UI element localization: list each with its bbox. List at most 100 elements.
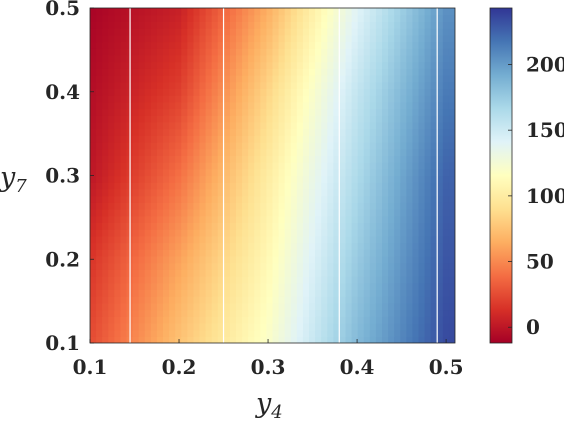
heatmap-cell	[278, 34, 286, 43]
heatmap-cell	[132, 128, 140, 136]
heatmap-cell	[290, 75, 298, 83]
heatmap-cell	[114, 182, 122, 190]
heatmap-cell	[388, 255, 395, 264]
heatmap-cell	[315, 115, 322, 123]
y-tick-label: 0.1	[45, 331, 80, 355]
heatmap-cell	[163, 61, 170, 69]
heatmap-cell	[132, 188, 140, 197]
heatmap-cell	[339, 68, 347, 76]
heatmap-cell	[345, 148, 353, 156]
heatmap-cell	[321, 235, 328, 244]
heatmap-cell	[345, 88, 353, 96]
heatmap-cell	[394, 309, 401, 317]
heatmap-cell	[199, 329, 207, 337]
heatmap-cell	[290, 21, 298, 29]
heatmap-cell	[382, 28, 389, 36]
heatmap-cell	[394, 8, 401, 16]
heatmap-cell	[150, 202, 158, 210]
heatmap-cell	[302, 101, 310, 110]
heatmap-cell	[388, 195, 395, 203]
heatmap-cell	[327, 75, 334, 83]
heatmap-cell	[351, 135, 359, 143]
heatmap-cell	[102, 209, 109, 217]
heatmap-cell	[242, 155, 249, 163]
heatmap-cell	[351, 182, 359, 190]
heatmap-cell	[260, 148, 268, 156]
heatmap-cell	[248, 108, 255, 116]
heatmap-cell	[248, 128, 255, 136]
heatmap-cell	[309, 115, 316, 123]
heatmap-cell	[175, 108, 182, 116]
heatmap-cell	[175, 175, 182, 183]
heatmap-cell	[108, 142, 115, 150]
heatmap-cell	[394, 302, 401, 311]
heatmap-cell	[315, 41, 322, 49]
heatmap-cell	[211, 155, 219, 163]
heatmap-cell	[382, 269, 389, 277]
heatmap-cell	[315, 309, 322, 317]
heatmap-cell	[448, 108, 455, 116]
heatmap-cell	[406, 175, 414, 183]
heatmap-cell	[90, 269, 97, 277]
heatmap-cell	[351, 54, 359, 63]
heatmap-cell	[144, 108, 152, 116]
heatmap-cell	[345, 135, 353, 143]
heatmap-cell	[309, 222, 316, 230]
heatmap-cell	[229, 168, 237, 177]
heatmap-cell	[418, 309, 426, 317]
heatmap-cell	[169, 115, 176, 123]
heatmap-cell	[144, 81, 152, 89]
heatmap-cell	[236, 269, 243, 277]
heatmap-cell	[357, 101, 365, 110]
heatmap-cell	[436, 242, 444, 250]
heatmap-cell	[309, 108, 316, 116]
heatmap-cell	[120, 215, 128, 223]
heatmap-cell	[302, 175, 310, 183]
heatmap-cell	[169, 68, 176, 76]
heatmap-cell	[169, 21, 176, 29]
heatmap-cell	[357, 202, 365, 210]
heatmap-cell	[442, 302, 450, 311]
heatmap-cell	[193, 222, 201, 230]
heatmap-cell	[315, 21, 322, 29]
heatmap-cell	[223, 296, 231, 304]
heatmap-cell	[254, 235, 261, 244]
heatmap-cell	[357, 162, 365, 170]
heatmap-cell	[412, 262, 420, 270]
heatmap-cell	[260, 282, 268, 290]
heatmap-cell	[199, 108, 207, 116]
heatmap-cell	[296, 322, 304, 331]
heatmap-cell	[181, 121, 188, 130]
heatmap-cell	[278, 21, 286, 29]
heatmap-cell	[229, 155, 237, 163]
heatmap-cell	[400, 115, 407, 123]
heatmap-cell	[302, 322, 310, 331]
heatmap-cell	[309, 262, 316, 270]
heatmap-cell	[266, 8, 274, 16]
heatmap-cell	[315, 61, 322, 69]
heatmap-cell	[120, 242, 128, 250]
heatmap-cell	[199, 88, 207, 96]
heatmap-cell	[369, 209, 377, 217]
heatmap-cell	[223, 8, 231, 16]
heatmap-cell	[418, 229, 426, 237]
heatmap-cell	[236, 222, 243, 230]
heatmap-cell	[369, 162, 377, 170]
heatmap-cell	[448, 8, 455, 16]
heatmap-cell	[424, 296, 432, 304]
heatmap-cell	[272, 155, 280, 163]
heatmap-cell	[175, 262, 182, 270]
heatmap-cell	[388, 135, 395, 143]
heatmap-cell	[296, 269, 304, 277]
heatmap-cell	[96, 202, 103, 210]
heatmap-cell	[278, 309, 286, 317]
heatmap-cell	[163, 148, 170, 156]
heatmap-cell	[363, 296, 371, 304]
heatmap-cell	[442, 75, 450, 83]
heatmap-cell	[333, 296, 341, 304]
heatmap-cell	[199, 41, 207, 49]
heatmap-cell	[436, 128, 444, 136]
heatmap-cell	[114, 282, 122, 290]
heatmap-cell	[430, 128, 438, 136]
heatmap-cell	[290, 101, 298, 110]
